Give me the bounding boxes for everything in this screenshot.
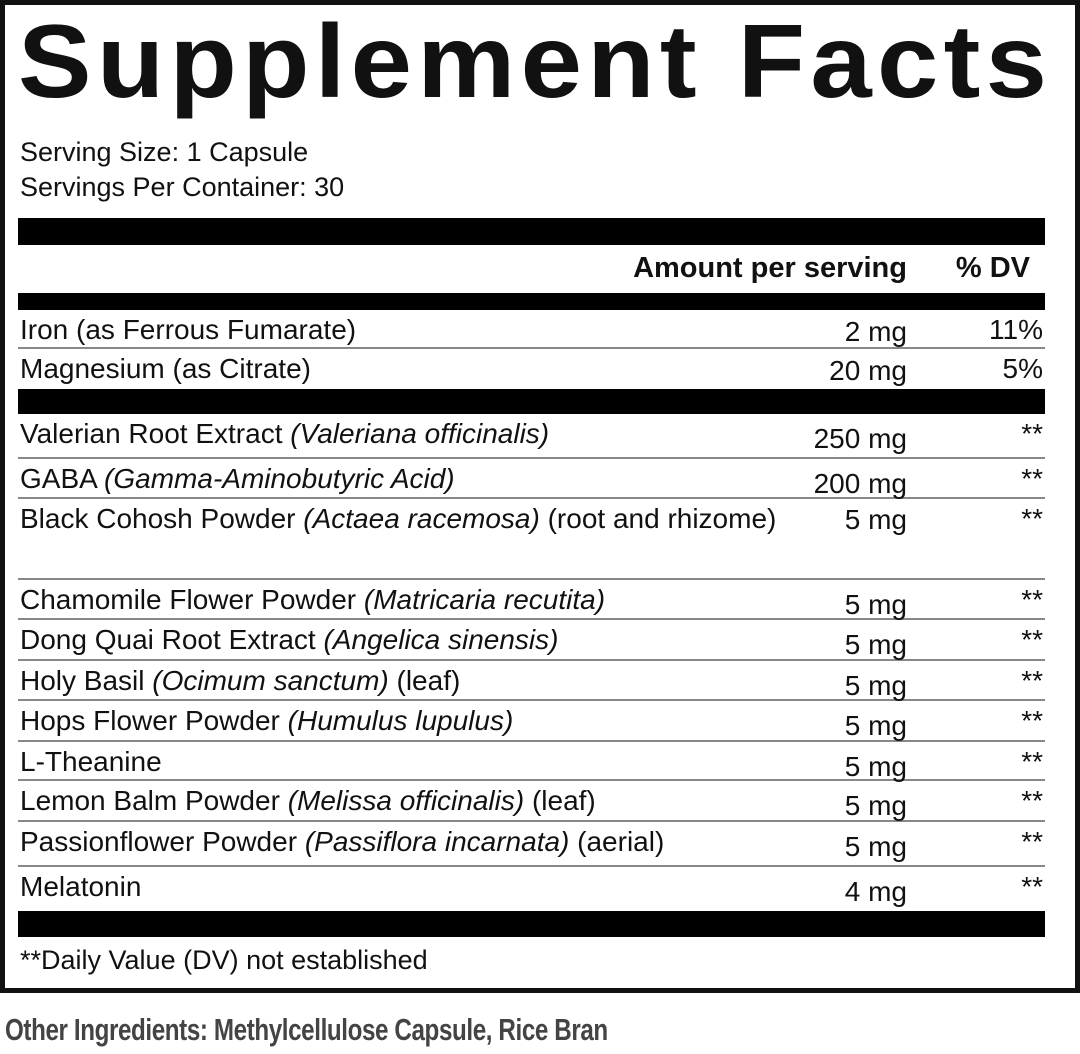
ingredient-name: Lemon Balm Powder (Melissa officinalis) … [20,782,790,820]
ingredient-latin-name: (Melissa officinalis) [287,785,525,816]
amount: 5 mg [844,504,907,535]
ingredient-name: GABA (Gamma-Aminobutyric Acid) [20,460,790,498]
table-row: L-Theanine 5 mg ** [18,742,1045,782]
daily-value: 5% [1002,353,1043,384]
table-row: Dong Quai Root Extract (Angelica sinensi… [18,620,1045,661]
ingredient-common-name: Dong Quai Root Extract [20,624,324,655]
ingredient-latin-name: (Angelica sinensis) [323,624,559,655]
table-row: Black Cohosh Powder (Actaea racemosa) (r… [18,499,1045,580]
footnote: **Daily Value (DV) not established [20,945,428,975]
nutrient-name: Iron (as Ferrous Fumarate) [20,314,357,345]
ingredient-common-name: Holy Basil [20,665,153,696]
table-row: Chamomile Flower Powder (Matricaria recu… [18,580,1045,620]
ingredient-name: Chamomile Flower Powder (Matricaria recu… [20,581,790,619]
ingredient-rows: Valerian Root Extract (Valeriana officin… [18,414,1045,911]
ingredient-latin-name: (Matricaria recutita) [363,584,606,615]
ingredient-part: (root and rhizome) [539,503,777,534]
ingredient-latin-name: (Gamma-Aminobutyric Acid) [104,463,455,494]
ingredient-part: (aerial) [569,826,665,857]
daily-value: ** [1021,705,1043,736]
divider-bar [18,293,1045,310]
table-row: Lemon Balm Powder (Melissa officinalis) … [18,781,1045,822]
ingredient-common-name: Chamomile Flower Powder [20,584,364,615]
daily-value: ** [1021,826,1043,857]
table-row: Hops Flower Powder (Humulus lupulus) 5 mg… [18,701,1045,742]
ingredient-name: Melatonin [20,868,790,906]
daily-value: ** [1021,785,1043,816]
table-row: Valerian Root Extract (Valeriana officin… [18,414,1045,459]
ingredient-common-name: GABA [20,463,105,494]
ingredient-name: Passionflower Powder (Passiflora incarna… [20,823,790,861]
ingredient-part: (leaf) [524,785,596,816]
servings-per-container: Servings Per Container: 30 [20,172,345,202]
ingredient-common-name: Melatonin [20,871,142,902]
serving-size: Serving Size: 1 Capsule [20,137,309,167]
divider-bar [18,389,1045,414]
amount: 2 mg [844,316,907,347]
table-row: Holy Basil (Ocimum sanctum) (leaf) 5 mg ** [18,661,1045,701]
panel-title: Supplement Facts [18,4,1053,120]
daily-value: ** [1021,746,1043,777]
amount-header: Amount per serving [633,252,907,284]
vitamin-rows: Iron (as Ferrous Fumarate) 2 mg 11% Magnesi… [18,310,1045,389]
supplement-facts-panel [0,0,1080,993]
ingredient-common-name: Lemon Balm Powder [20,785,288,816]
daily-value: ** [1021,665,1043,696]
daily-value: 11% [989,314,1043,345]
ingredient-name: Black Cohosh Powder (Actaea racemosa) (r… [20,500,790,538]
dv-header: % DV [955,252,1030,284]
ingredient-name: L-Theanine [20,743,790,781]
daily-value: ** [1021,418,1043,449]
table-row: Passionflower Powder (Passiflora incarna… [18,822,1045,867]
amount: 200 mg [813,468,907,499]
ingredient-name: Dong Quai Root Extract (Angelica sinensi… [20,621,790,659]
ingredient-name: Hops Flower Powder (Humulus lupulus) [20,702,790,740]
ingredient-common-name: L-Theanine [20,746,162,777]
table-row: Iron (as Ferrous Fumarate) 2 mg 11% [18,310,1045,349]
amount: 5 mg [844,751,907,782]
divider-bar [18,911,1045,937]
amount: 4 mg [844,876,907,907]
ingredient-common-name: Valerian Root Extract [20,418,291,449]
ingredient-common-name: Hops Flower Powder [20,705,288,736]
amount: 5 mg [844,710,907,741]
ingredient-latin-name: (Humulus lupulus) [287,705,514,736]
daily-value: ** [1021,463,1043,494]
table-row: Magnesium (as Citrate) 20 mg 5% [18,349,1045,389]
ingredient-latin-name: (Actaea racemosa) [303,503,540,534]
daily-value: ** [1021,871,1043,902]
ingredient-name: Holy Basil (Ocimum sanctum) (leaf) [20,662,790,700]
table-row: GABA (Gamma-Aminobutyric Acid) 200 mg ** [18,459,1045,499]
divider-bar [18,218,1045,245]
table-row: Melatonin 4 mg ** [18,867,1045,911]
other-ingredients: Other Ingredients: Methylcellulose Capsu… [5,1012,608,1047]
amount: 250 mg [813,423,907,454]
ingredient-common-name: Passionflower Powder [20,826,305,857]
nutrient-name: Magnesium (as Citrate) [20,353,311,384]
amount: 5 mg [844,790,907,821]
amount: 20 mg [829,355,907,386]
ingredient-part: (leaf) [388,665,461,696]
ingredient-latin-name: (Passiflora incarnata) [304,826,570,857]
amount: 5 mg [844,589,907,620]
amount: 5 mg [844,831,907,862]
daily-value: ** [1021,503,1043,534]
ingredient-latin-name: (Ocimum sanctum) [152,665,389,696]
daily-value: ** [1021,584,1043,615]
amount: 5 mg [844,629,907,660]
ingredient-name: Valerian Root Extract (Valeriana officin… [20,415,790,453]
ingredient-common-name: Black Cohosh Powder [20,503,304,534]
amount: 5 mg [844,670,907,701]
ingredient-latin-name: (Valeriana officinalis) [290,418,550,449]
daily-value: ** [1021,624,1043,655]
